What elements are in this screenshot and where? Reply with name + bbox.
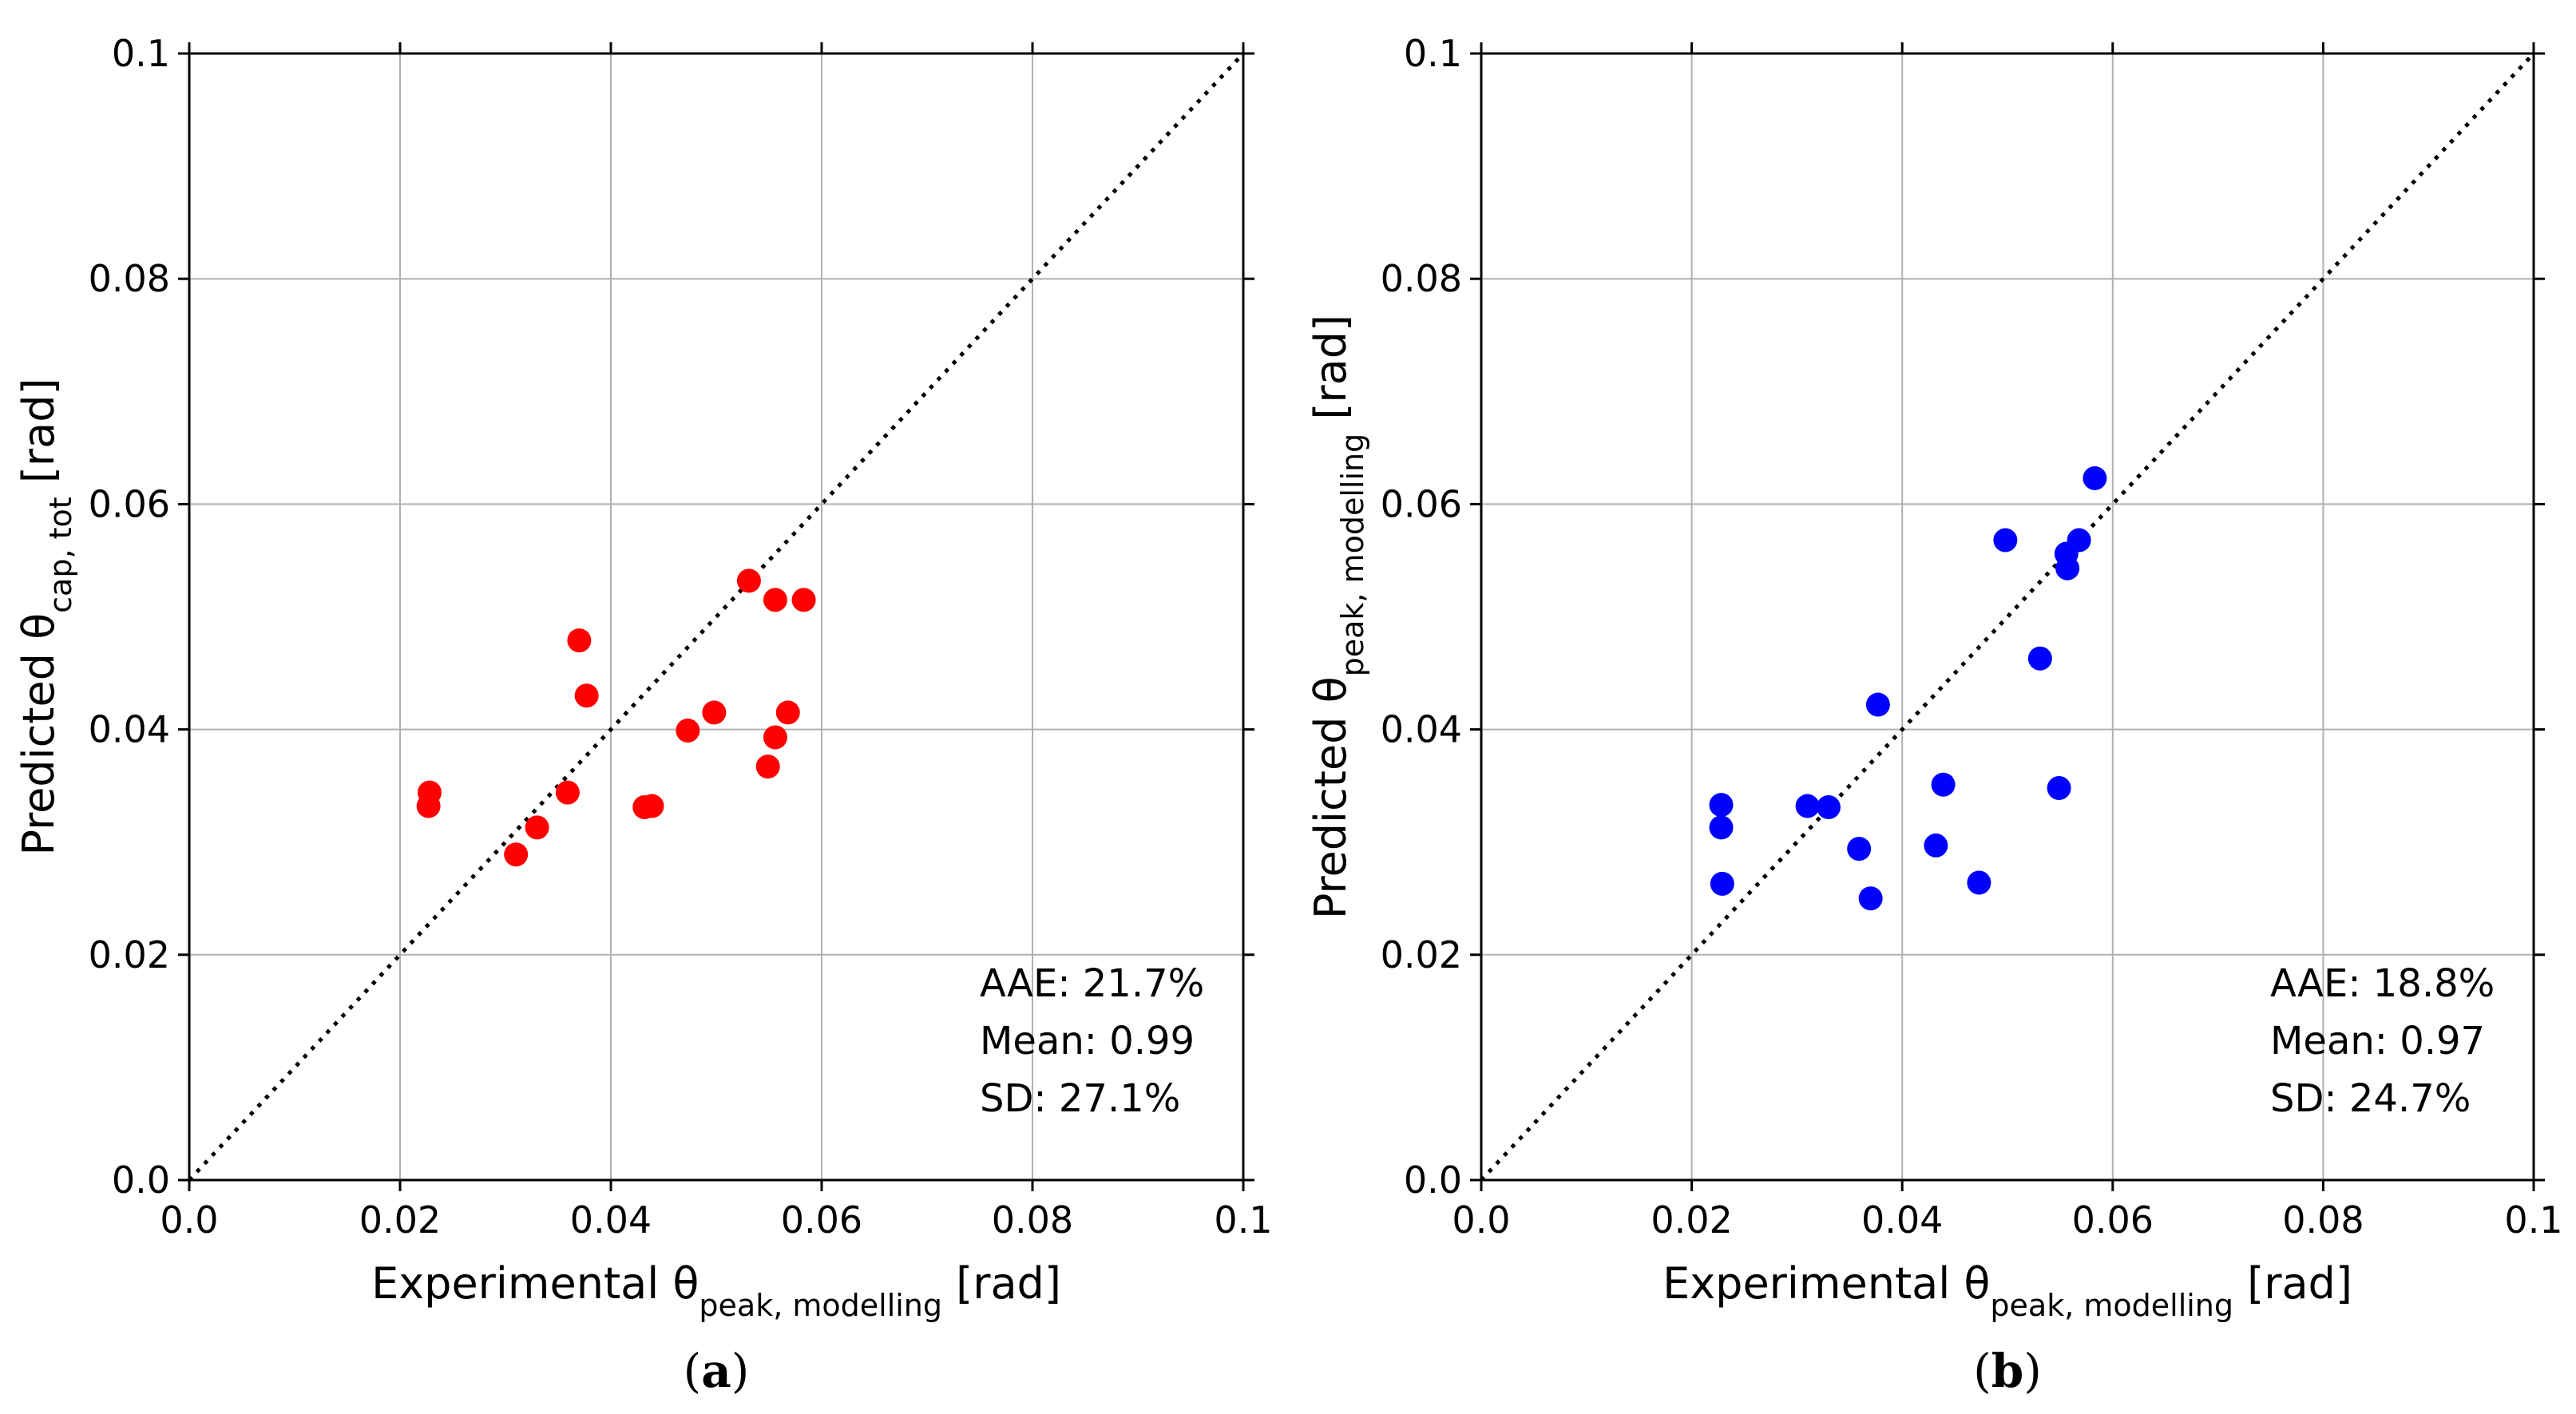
- y-tick-label: 0.1: [112, 32, 170, 75]
- plot-frame: [1480, 52, 2535, 1182]
- x-tick-label: 0.06: [781, 1198, 862, 1242]
- caption-letter: b: [1991, 1344, 2024, 1398]
- x-tick-label: 0.0: [160, 1198, 218, 1242]
- data-point: [1967, 870, 1991, 895]
- x-tick-label: 0.1: [1214, 1198, 1272, 1242]
- data-point: [640, 794, 664, 818]
- data-point: [2047, 775, 2071, 800]
- y-tick-label: 0.04: [89, 708, 170, 751]
- data-point: [2067, 528, 2091, 553]
- data-point: [736, 568, 761, 593]
- data-point: [1816, 794, 1841, 819]
- y-axis-label: Predicted θpeak, modelling [rad]: [1306, 315, 1370, 919]
- data-point: [763, 588, 787, 612]
- data-point: [791, 588, 816, 612]
- x-tick-label: 0.08: [992, 1198, 1073, 1242]
- x-axis-label: Experimental θpeak, modelling [rad]: [371, 1258, 1061, 1323]
- reference-line-identity: [188, 52, 1245, 1182]
- caption-close: ): [2023, 1344, 2042, 1398]
- stat-line: SD: 24.7%: [2270, 1076, 2471, 1121]
- x-axis-label-sub: peak, modelling: [699, 1288, 942, 1323]
- y-tick-label: 0.0: [112, 1159, 170, 1202]
- panel-caption: (a): [684, 1344, 750, 1398]
- data-point: [775, 700, 800, 725]
- caption-open: (: [684, 1344, 702, 1398]
- x-tick-label: 0.04: [1861, 1198, 1943, 1242]
- x-tick-label: 0.0: [1452, 1198, 1510, 1242]
- y-axis-label-unit: [rad]: [14, 378, 64, 497]
- stat-line: Mean: 0.97: [2270, 1019, 2485, 1063]
- y-axis-label-sub: cap, tot: [43, 497, 78, 613]
- data-point: [1993, 528, 2018, 553]
- x-axis-label-unit: [rad]: [2233, 1258, 2352, 1309]
- plot-frame: [188, 52, 1245, 1182]
- x-tick-label: 0.04: [570, 1198, 652, 1242]
- x-tick-label: 0.08: [2282, 1198, 2364, 1242]
- stat-line: AAE: 21.7%: [980, 961, 1204, 1006]
- chart-panel-b: 0.0 0.02 0.04 0.06 0.08 0.1 0.0 0.02 0.04 0.06 0.0…: [1306, 32, 2563, 1398]
- x-axis-label-unit: [rad]: [942, 1258, 1061, 1309]
- data-point: [676, 719, 700, 743]
- y-tick-label: 0.04: [1381, 708, 1462, 751]
- data-point: [416, 794, 441, 818]
- data-point: [1924, 833, 1948, 858]
- data-point: [755, 755, 780, 779]
- y-axis-label: Predicted θcap, tot [rad]: [14, 378, 78, 855]
- data-point: [2055, 556, 2080, 580]
- data-point: [1709, 793, 1734, 818]
- stat-line: AAE: 18.8%: [2270, 961, 2495, 1006]
- data-point: [1865, 692, 1890, 717]
- y-tick-label: 0.08: [89, 257, 170, 300]
- data-point: [567, 628, 592, 653]
- data-point: [525, 815, 549, 840]
- panel-caption: (b): [1973, 1344, 2042, 1398]
- data-point: [504, 842, 529, 867]
- data-point: [702, 700, 727, 725]
- y-tick-label: 0.1: [1404, 32, 1462, 75]
- data-point: [2027, 646, 2052, 671]
- data-point: [1709, 815, 1734, 840]
- y-tick-label: 0.06: [1381, 482, 1462, 525]
- x-axis-label-main: Experimental θ: [371, 1258, 699, 1309]
- y-axis-label-sub: peak, modelling: [1335, 434, 1370, 677]
- chart-panel-a: 0.0 0.02 0.04 0.06 0.08 0.1 0.0 0.02 0.04 0.06 0.0…: [14, 32, 1273, 1398]
- y-tick-label: 0.06: [89, 482, 170, 525]
- data-point: [1710, 871, 1734, 896]
- data-point: [1795, 794, 1820, 818]
- y-tick-label: 0.08: [1381, 257, 1462, 300]
- data-point: [2083, 465, 2107, 490]
- y-tick-label: 0.02: [89, 933, 170, 976]
- x-axis-label-main: Experimental θ: [1663, 1258, 1990, 1309]
- stat-line: Mean: 0.99: [980, 1019, 1195, 1063]
- y-tick-label: 0.02: [1381, 933, 1462, 976]
- y-axis-label-unit: [rad]: [1306, 315, 1356, 434]
- caption-letter: a: [701, 1344, 731, 1398]
- data-point: [574, 683, 599, 708]
- caption-open: (: [1973, 1344, 1991, 1398]
- data-point: [763, 725, 787, 750]
- x-axis-label: Experimental θpeak, modelling [rad]: [1663, 1258, 2352, 1323]
- caption-close: ): [731, 1344, 750, 1398]
- y-tick-label: 0.0: [1404, 1159, 1462, 1202]
- data-point: [1858, 886, 1883, 911]
- x-tick-label: 0.06: [2072, 1198, 2154, 1242]
- reference-line-identity: [1480, 52, 2535, 1182]
- data-point: [1847, 837, 1872, 861]
- data-point: [1931, 772, 1956, 797]
- x-tick-label: 0.02: [1651, 1198, 1732, 1242]
- y-axis-label-main: Predicted θ: [1306, 676, 1356, 919]
- x-tick-label: 0.02: [359, 1198, 441, 1242]
- data-point: [555, 780, 580, 805]
- y-axis-label-main: Predicted θ: [14, 613, 64, 856]
- x-tick-label: 0.1: [2504, 1198, 2562, 1242]
- x-axis-label-sub: peak, modelling: [1990, 1288, 2233, 1323]
- stat-line: SD: 27.1%: [980, 1076, 1180, 1121]
